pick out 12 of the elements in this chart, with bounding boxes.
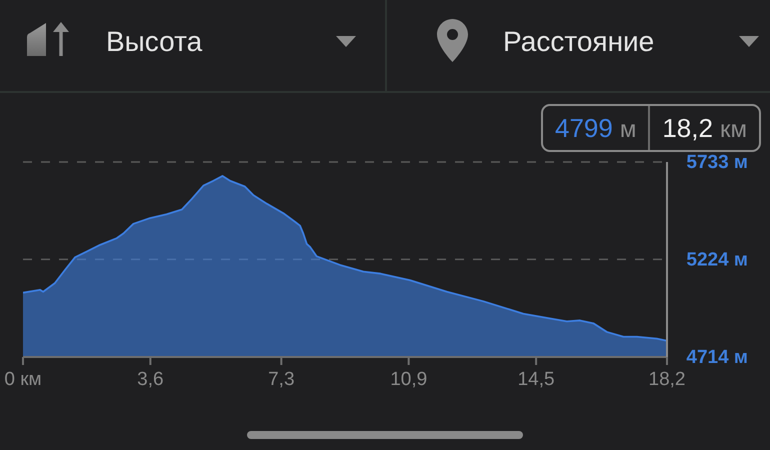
x-tick-label: 18,2	[648, 368, 686, 390]
y-tick-label: 5733 м	[686, 152, 748, 172]
x-tick-label: 3,6	[137, 368, 164, 390]
y-tick-label: 5224 м	[686, 248, 748, 270]
readout-box: 4799 м 18,2 км	[541, 104, 761, 152]
x-tick-label: 7,3	[268, 368, 295, 390]
y-tick-label: 4714 м	[686, 346, 748, 368]
x-axis-title: Расстояние	[503, 25, 654, 59]
x-tick-label: 0 км	[4, 368, 42, 390]
x-tick-label: 14,5	[518, 368, 555, 390]
y-axis-title: Высота	[106, 25, 202, 59]
x-tick-label: 10,9	[390, 368, 428, 390]
